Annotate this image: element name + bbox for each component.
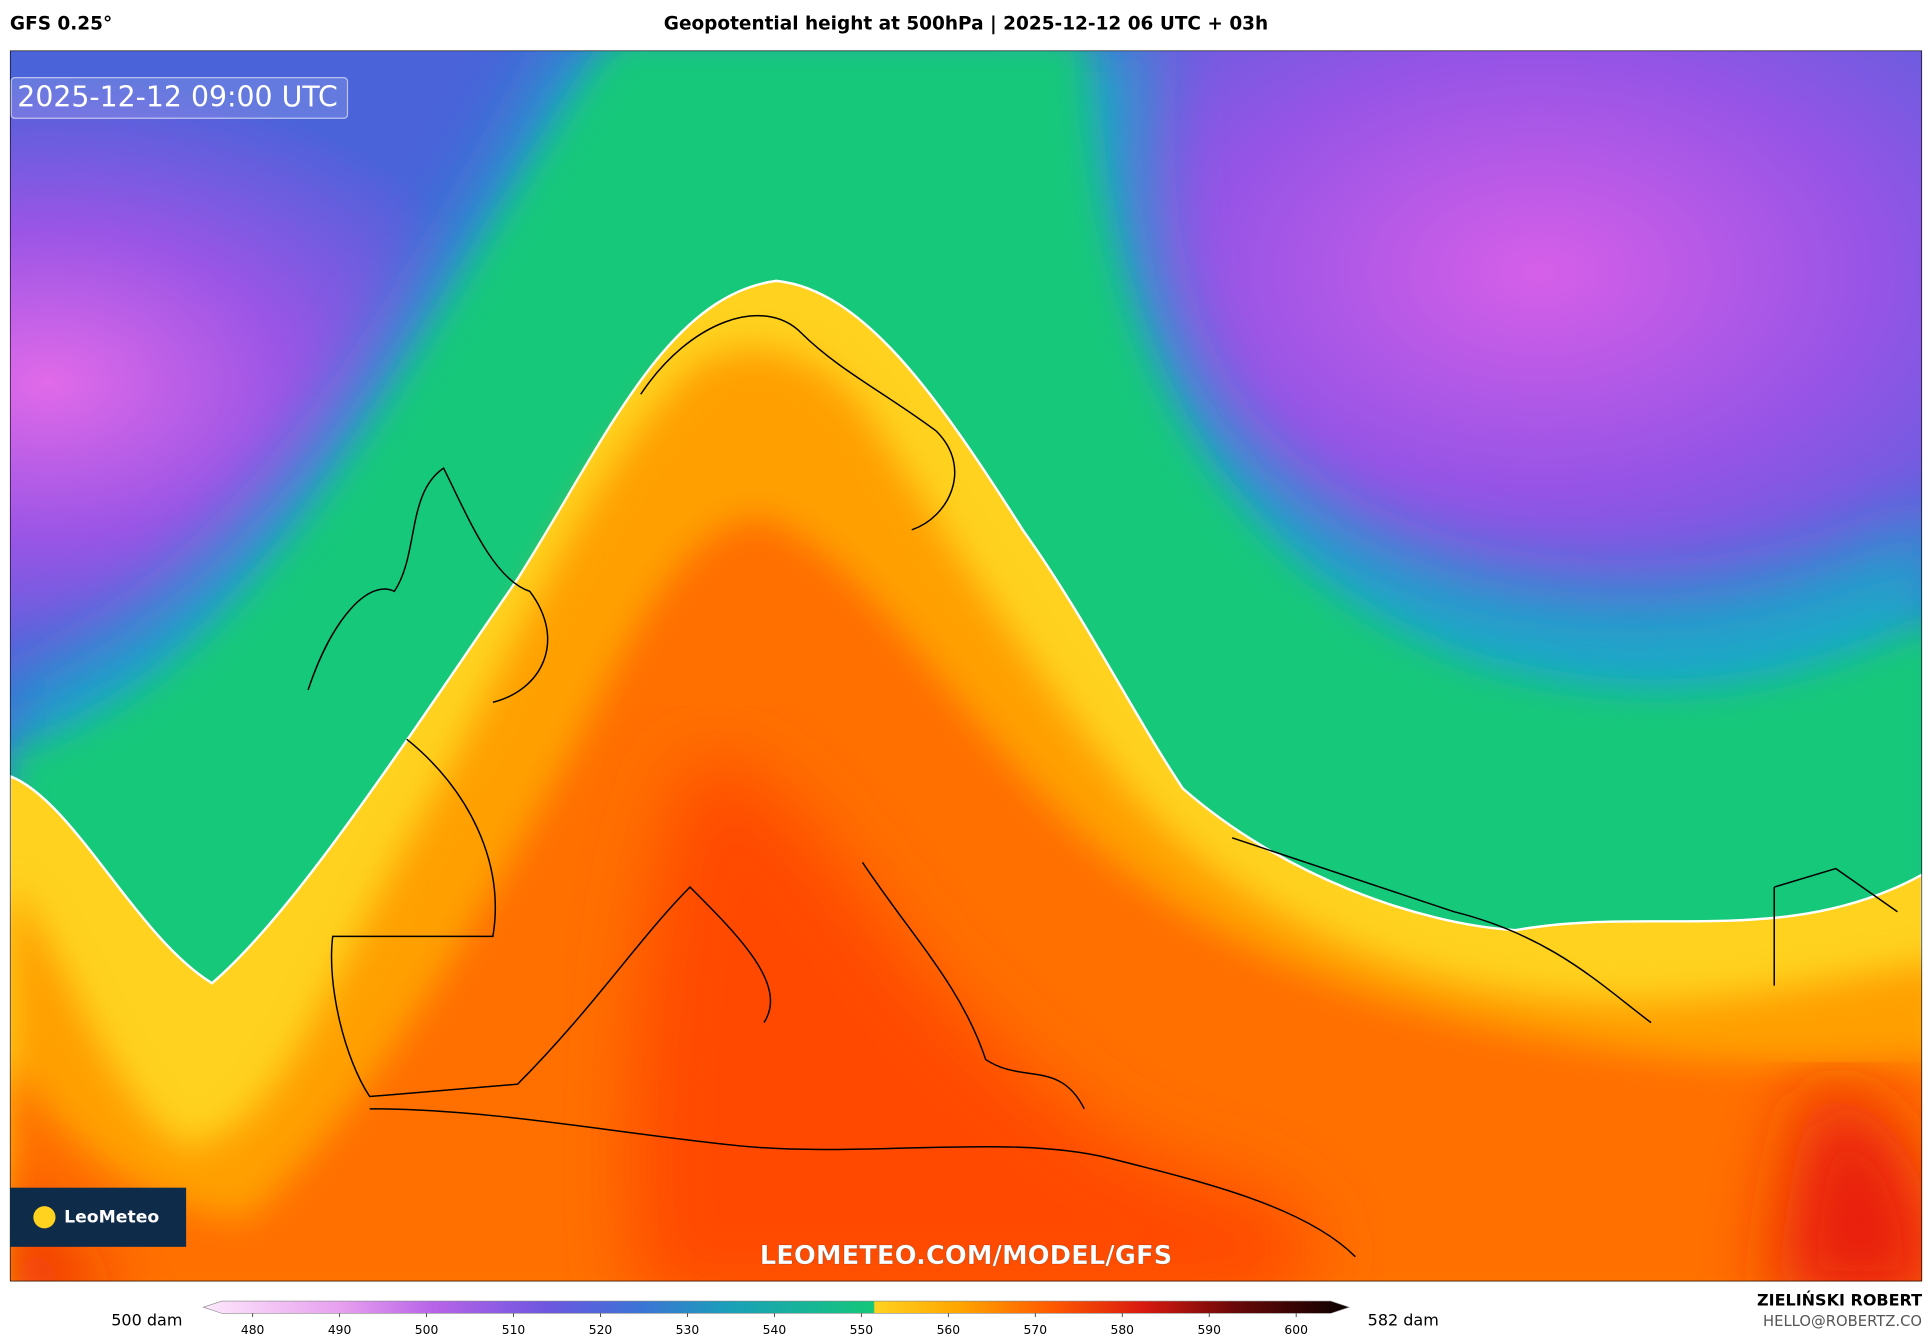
colorbar-tick-label: 560 [937, 1323, 961, 1337]
email: HELLO@ROBERTZ.CO [1763, 1313, 1922, 1330]
time-badge [10, 77, 349, 119]
colorbar-tick-label: 570 [1024, 1323, 1048, 1337]
watermark: LEOMETEO.COM/MODEL/GFS [760, 1241, 1172, 1271]
colorbar-tick-label: 520 [589, 1323, 613, 1337]
colorbar-tick-label: 530 [676, 1323, 700, 1337]
colorbar-tick-label: 510 [502, 1323, 526, 1337]
logo-sun [33, 1206, 56, 1229]
colorbar-tick-label: 590 [1197, 1323, 1221, 1337]
colorbar-tick-label: 550 [850, 1323, 874, 1337]
coastlines [307, 315, 1898, 1258]
colorbar-tick-label: 480 [241, 1323, 265, 1337]
colorbar-min-label: 500 dam [111, 1310, 182, 1329]
colorbar-tick-label: 540 [763, 1323, 787, 1337]
valid-time: 2025-12-12 09:00 UTC [17, 81, 337, 114]
logo-text: LeoMeteo [64, 1207, 159, 1227]
field-red [631, 760, 1316, 1282]
colorbar-max-label: 582 dam [1368, 1310, 1439, 1329]
author: ZIELIŃSKI ROBERT [1757, 1291, 1922, 1310]
field-orange-dark [9, 517, 1923, 1282]
map-title: Geopotential height at 500hPa | 2025-12-… [664, 14, 1268, 35]
map: 2025-12-12 09:00 UTC LeoMeteo LEOMETEO.C… [9, 50, 1923, 1282]
colorbar-tick-label: 580 [1111, 1323, 1135, 1337]
model-label: GFS 0.25° [10, 14, 112, 35]
colorbar-ticks: 480 490 500 510 520 530 540 550 560 570 580 590 600 [241, 1313, 1308, 1337]
colorbar [202, 1300, 1351, 1314]
colorbar-tick-label: 490 [328, 1323, 352, 1337]
colorbar-tick-label: 600 [1284, 1323, 1308, 1337]
colorbar-tick-label: 500 [415, 1323, 439, 1337]
